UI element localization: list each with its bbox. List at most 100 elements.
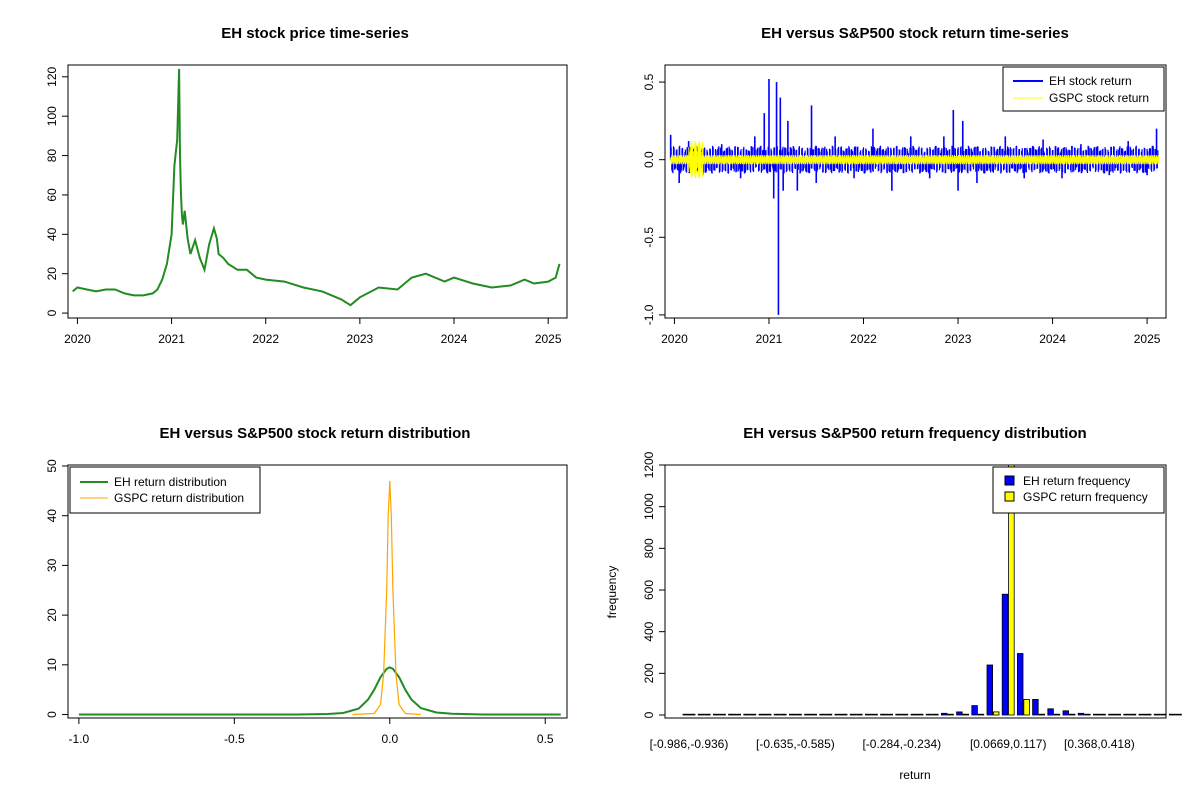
plot-frame: [67, 464, 568, 719]
gspc-freq-bar: [704, 713, 711, 716]
x-tick-label: 2024: [441, 332, 468, 346]
eh-freq-bar: [956, 711, 963, 716]
gspc-freq-bar: [856, 713, 863, 716]
legend-swatch-gspc: [1004, 491, 1015, 502]
x-tick-label: 2023: [347, 332, 374, 346]
eh-freq-bar: [1153, 713, 1161, 716]
eh-freq-bar: [1001, 593, 1009, 716]
x-tick-label: 2022: [850, 332, 877, 346]
y-tick-label: 20: [45, 608, 59, 622]
x-tick-label: [-0.284,-0.234): [862, 737, 941, 751]
eh-freq-bar: [1108, 713, 1115, 716]
gspc-return-band: [670, 141, 1159, 179]
plot-frame: [67, 64, 568, 319]
eh-freq-bar: [682, 713, 689, 716]
gspc-freq-bar: [780, 713, 787, 716]
eh-freq-bar: [1062, 710, 1069, 716]
gspc-freq-bar: [841, 713, 848, 716]
price-series-line: [72, 68, 561, 307]
plot-frame: [664, 64, 1167, 319]
eh-freq-bar: [773, 713, 781, 716]
x-tick-label: [-0.635,-0.585): [756, 737, 835, 751]
gspc-freq-bar: [810, 713, 817, 716]
x-tick-label: 2020: [64, 332, 91, 346]
legend-label-eh: EH return distribution: [114, 475, 227, 489]
gspc-freq-bar: [795, 713, 802, 716]
eh-freq-bar: [1123, 713, 1130, 716]
eh-density-line: [78, 666, 561, 716]
eh-freq-bar: [804, 713, 811, 716]
eh-freq-bar: [834, 713, 841, 716]
x-axis-label: return: [899, 768, 930, 782]
gspc-freq-bar: [977, 713, 985, 716]
gspc-freq-bar: [1053, 713, 1061, 716]
chart-title: EH versus S&P500 return frequency distri…: [743, 425, 1086, 442]
gspc-freq-bar: [886, 713, 893, 716]
x-tick-label: -1.0: [69, 732, 90, 746]
y-tick-label: 80: [45, 149, 59, 163]
eh-freq-bar: [713, 713, 720, 716]
y-tick-label: -1.0: [642, 304, 656, 325]
x-tick-label: 0.0: [381, 732, 398, 746]
legend-swatch-eh: [1004, 475, 1015, 486]
gspc-freq-bar: [719, 713, 726, 716]
x-tick-label: [0.0669,0.117): [970, 737, 1047, 751]
gspc-freq-bar: [1114, 713, 1121, 716]
x-tick-label: 2024: [1039, 332, 1066, 346]
gspc-freq-bar: [825, 713, 833, 716]
x-tick-label: 2020: [661, 332, 688, 346]
eh-freq-bar: [865, 713, 872, 716]
y-tick-label: -0.5: [642, 227, 656, 248]
y-tick-label: 120: [45, 66, 59, 86]
y-tick-label: 600: [642, 580, 656, 600]
gspc-freq-bar: [917, 713, 924, 716]
eh-freq-bar: [986, 664, 993, 716]
x-tick-label: 2023: [945, 332, 972, 346]
legend-label-eh: EH stock return: [1049, 74, 1132, 88]
legend-label-gspc: GSPC return frequency: [1023, 490, 1148, 504]
gspc-freq-bar: [1008, 464, 1015, 716]
legend-box: [69, 466, 261, 514]
gspc-freq-bar: [1145, 713, 1152, 716]
eh-freq-bar: [971, 705, 978, 716]
y-tick-label: 800: [642, 538, 656, 558]
x-tick-label: [0.368,0.418): [1064, 737, 1135, 751]
y-tick-label: 0.0: [642, 151, 656, 168]
gspc-freq-bar: [947, 713, 954, 716]
gspc-freq-bar: [1160, 713, 1167, 716]
eh-freq-bar: [880, 713, 887, 716]
y-tick-label: 0: [45, 309, 59, 316]
gspc-freq-bar: [1129, 713, 1137, 716]
x-tick-label: 0.5: [537, 732, 554, 746]
y-tick-label: 10: [45, 658, 59, 672]
eh-freq-bar: [728, 713, 735, 716]
gspc-freq-bar: [1023, 699, 1030, 716]
gspc-freq-bar: [871, 713, 878, 716]
legend-label-gspc: GSPC stock return: [1049, 91, 1149, 105]
gspc-freq-bar: [901, 713, 909, 716]
y-tick-label: 1200: [642, 451, 656, 478]
eh-freq-bar: [925, 713, 933, 716]
eh-freq-bar: [849, 713, 857, 716]
eh-freq-bar: [895, 713, 902, 716]
eh-freq-bar: [1169, 713, 1176, 716]
x-tick-label: [-0.986,-0.936): [650, 737, 729, 751]
x-tick-label: 2025: [1134, 332, 1161, 346]
eh-freq-bar: [1032, 699, 1039, 716]
y-tick-label: 20: [45, 267, 59, 281]
chart-title: EH versus S&P500 stock return distributi…: [160, 425, 471, 442]
eh-freq-bar: [1077, 712, 1085, 716]
chart-title: EH stock price time-series: [221, 25, 409, 42]
y-tick-label: 0: [45, 711, 59, 718]
legend-box: [1002, 66, 1165, 112]
gspc-freq-bar: [1069, 713, 1076, 716]
y-tick-label: 40: [45, 227, 59, 241]
eh-freq-bar: [697, 713, 705, 716]
y-axis-label: frequency: [605, 566, 619, 619]
plot-frame: [664, 464, 1167, 719]
legend-label-gspc: GSPC return distribution: [114, 491, 244, 505]
x-tick-label: -0.5: [224, 732, 245, 746]
y-tick-label: 100: [45, 106, 59, 126]
eh-freq-bar: [789, 713, 796, 716]
